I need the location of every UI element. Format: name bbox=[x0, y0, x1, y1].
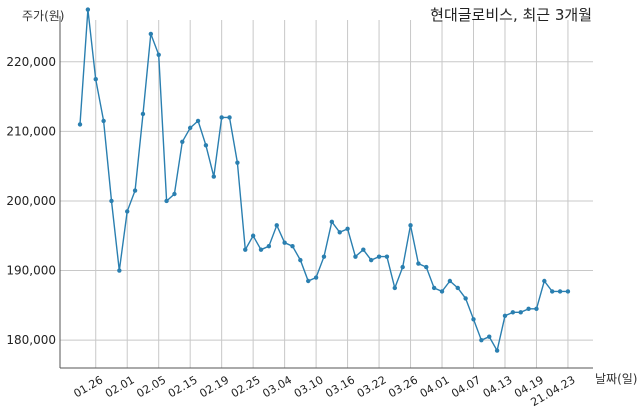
data-point bbox=[550, 289, 555, 294]
data-point bbox=[431, 285, 437, 291]
data-point bbox=[274, 223, 279, 228]
data-point bbox=[321, 254, 327, 259]
data-point bbox=[376, 254, 382, 259]
x-tick-label: 04.01 bbox=[418, 373, 452, 400]
data-point bbox=[353, 254, 358, 259]
x-tick-label: 02.19 bbox=[197, 373, 231, 400]
data-point bbox=[384, 254, 390, 259]
data-point bbox=[266, 244, 272, 249]
data-point bbox=[235, 160, 240, 165]
data-point bbox=[219, 115, 224, 120]
data-point bbox=[282, 240, 287, 245]
data-point bbox=[156, 52, 161, 57]
data-point bbox=[85, 7, 91, 12]
data-point bbox=[211, 174, 216, 179]
data-point bbox=[180, 139, 185, 144]
x-tick-label: 02.01 bbox=[103, 373, 137, 400]
data-point bbox=[565, 289, 571, 294]
x-tick-label: 03.26 bbox=[386, 373, 420, 400]
data-point bbox=[77, 122, 83, 127]
y-tick-label: 200,000 bbox=[6, 194, 56, 208]
data-point bbox=[298, 257, 303, 263]
y-tick-label: 220,000 bbox=[6, 55, 56, 69]
data-point bbox=[337, 230, 342, 235]
data-point bbox=[243, 247, 248, 252]
data-point bbox=[93, 76, 98, 82]
x-tick-label: 01.26 bbox=[71, 373, 105, 400]
x-tick-label: 03.16 bbox=[323, 373, 357, 400]
data-point bbox=[447, 278, 453, 284]
data-point bbox=[345, 226, 350, 231]
data-point bbox=[101, 118, 106, 124]
data-point bbox=[526, 306, 531, 312]
series-line bbox=[79, 9, 568, 353]
data-point bbox=[368, 257, 374, 263]
data-point bbox=[479, 337, 484, 343]
data-point bbox=[148, 31, 154, 37]
data-point bbox=[494, 348, 500, 353]
y-axis-label: 주가(원) bbox=[22, 9, 65, 23]
chart-title: 현대글로비스, 최근 3개월 bbox=[430, 6, 592, 24]
data-point bbox=[187, 125, 193, 131]
data-point bbox=[172, 191, 177, 197]
price-series bbox=[79, 9, 568, 353]
data-point bbox=[518, 310, 523, 315]
grid-lines bbox=[60, 20, 593, 368]
data-point bbox=[117, 268, 122, 273]
x-tick-label: 02.25 bbox=[229, 373, 263, 400]
data-point bbox=[313, 275, 319, 280]
data-point bbox=[140, 111, 146, 117]
data-point bbox=[471, 317, 476, 322]
data-point bbox=[361, 247, 366, 252]
x-tick-label: 02.15 bbox=[166, 373, 200, 400]
y-tick-label: 190,000 bbox=[6, 264, 56, 278]
data-point bbox=[439, 289, 445, 294]
y-tick-label: 210,000 bbox=[6, 124, 56, 138]
data-point bbox=[392, 285, 397, 291]
data-point bbox=[502, 313, 508, 318]
data-point bbox=[542, 278, 547, 284]
data-point bbox=[416, 261, 421, 266]
data-point bbox=[487, 334, 492, 339]
data-point bbox=[408, 223, 413, 228]
data-point bbox=[203, 143, 209, 148]
data-point bbox=[290, 244, 295, 249]
data-point bbox=[250, 233, 256, 238]
x-tick-label: 04.07 bbox=[449, 373, 483, 400]
x-tick-label: 03.22 bbox=[355, 373, 389, 400]
data-point bbox=[132, 188, 138, 193]
data-point bbox=[329, 219, 335, 225]
data-point bbox=[424, 264, 429, 270]
data-point bbox=[164, 198, 169, 204]
axes bbox=[59, 16, 593, 369]
data-point bbox=[463, 296, 468, 301]
y-tick-labels: 180,000 190,000 200,000 210,000 220,000 bbox=[6, 55, 56, 347]
x-tick-labels: 01.2602.0102.0502.1502.1902.2503.0403.10… bbox=[71, 373, 577, 409]
data-point bbox=[227, 115, 232, 120]
data-point bbox=[455, 285, 460, 291]
data-point bbox=[258, 247, 264, 252]
x-tick-label: 03.04 bbox=[260, 373, 294, 400]
data-point bbox=[306, 278, 311, 284]
x-tick-label: 03.10 bbox=[292, 373, 326, 400]
data-point bbox=[195, 118, 201, 124]
data-point bbox=[400, 264, 405, 270]
data-point bbox=[125, 209, 130, 214]
x-tick-label: 04.13 bbox=[481, 373, 515, 400]
x-tick-label: 02.05 bbox=[134, 373, 168, 400]
data-point bbox=[557, 289, 563, 294]
x-axis-label: 날짜(일) bbox=[595, 372, 638, 386]
data-point bbox=[534, 306, 539, 312]
y-tick-label: 180,000 bbox=[6, 333, 56, 347]
data-point bbox=[510, 310, 516, 315]
data-point bbox=[109, 198, 114, 204]
data-points bbox=[77, 7, 571, 353]
